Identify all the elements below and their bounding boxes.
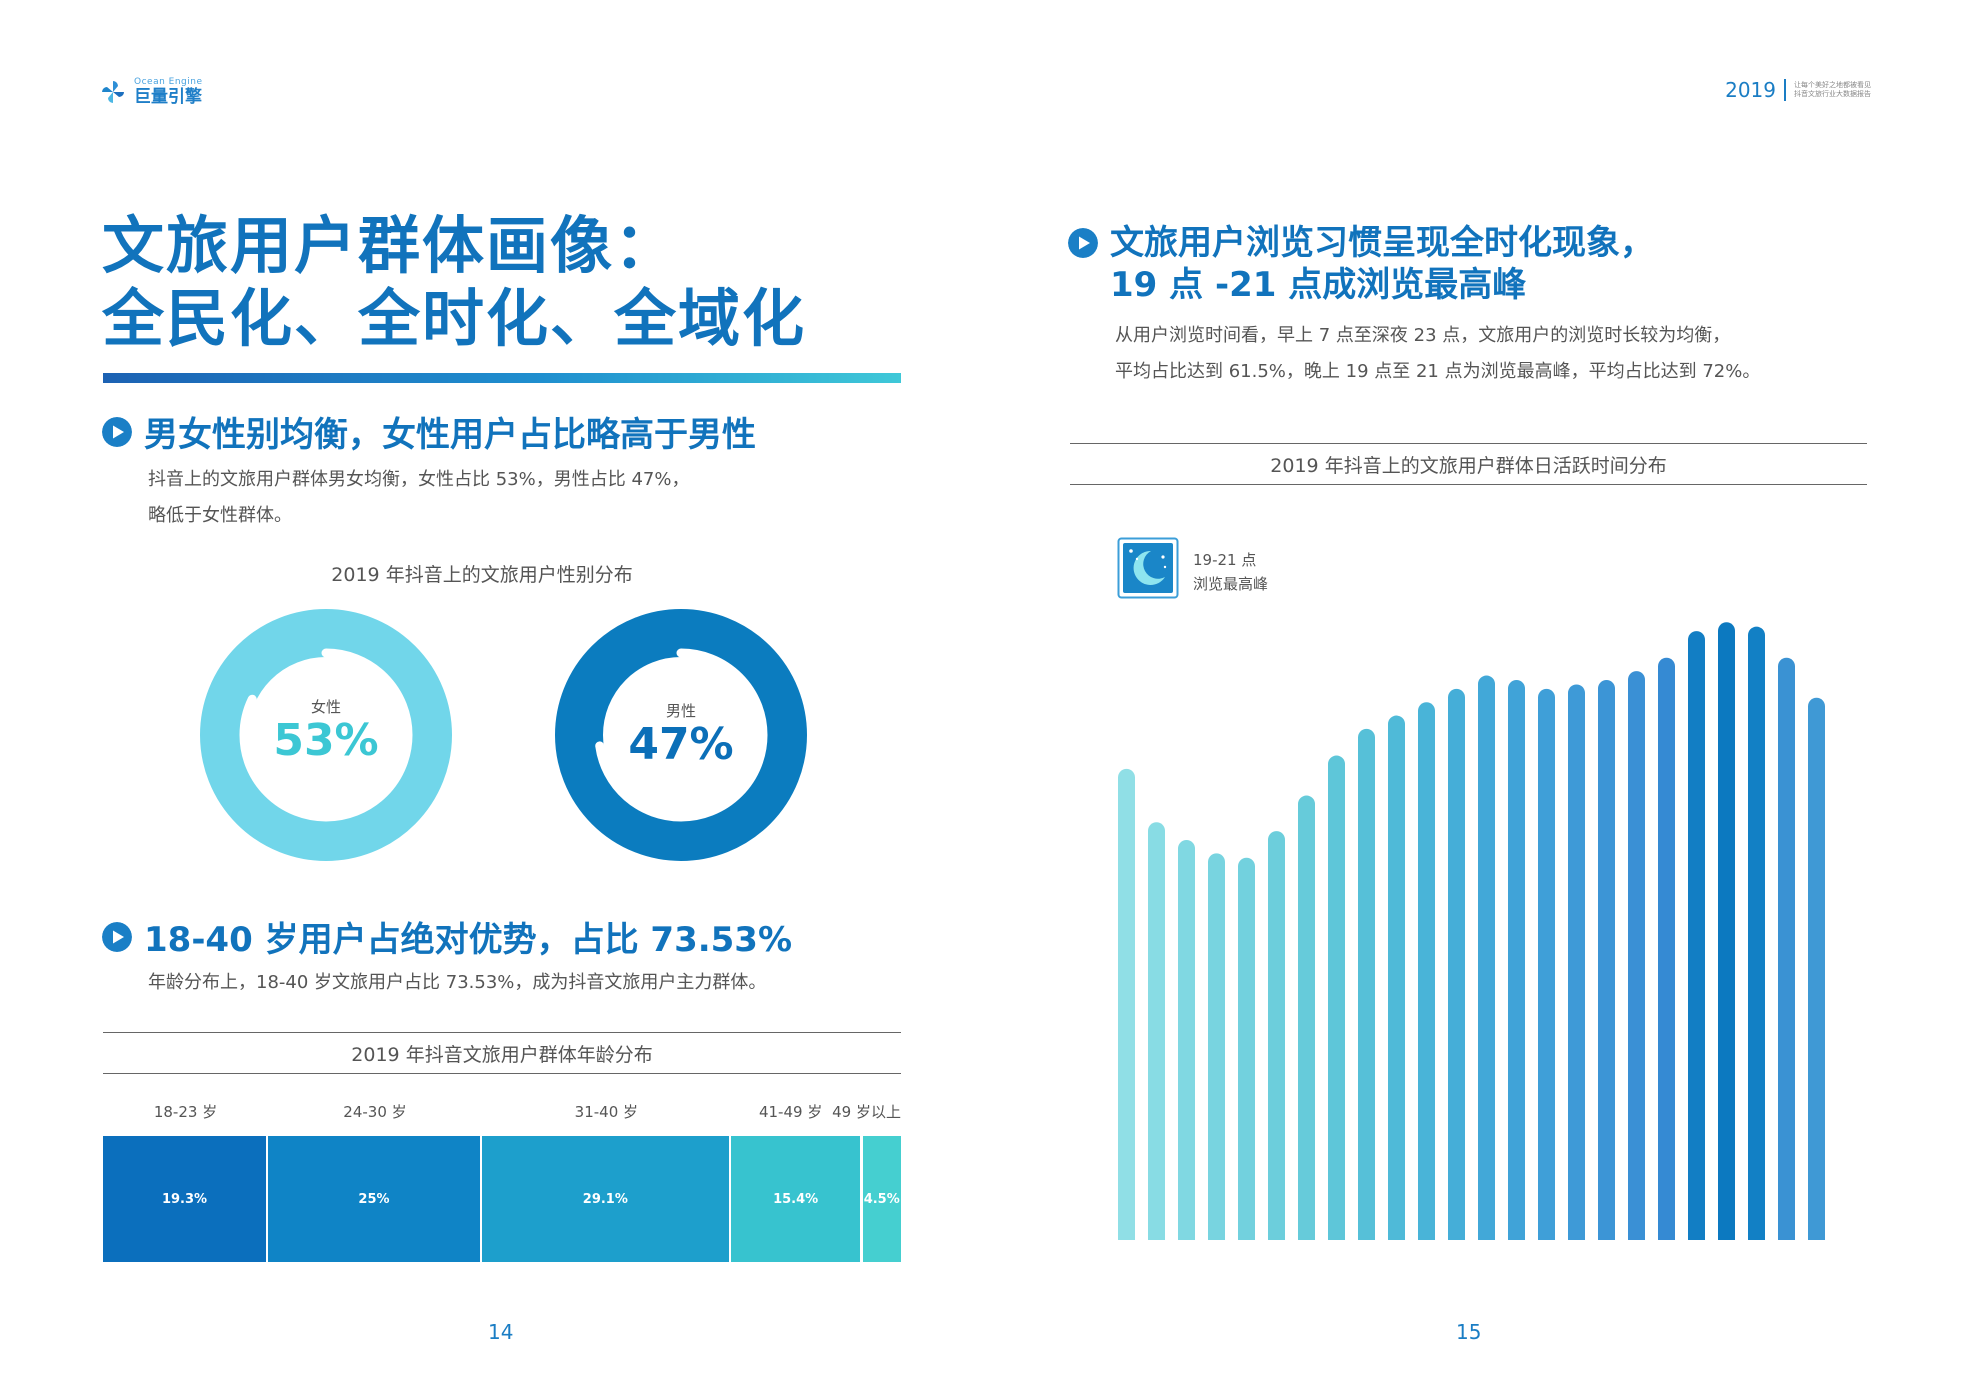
header-year: 2019: [1725, 78, 1776, 102]
page-title-line2: 全民化、全时化、全域化: [102, 281, 807, 355]
age-value-label: 15.4%: [773, 1191, 819, 1207]
time-chart-title: 2019 年抖音上的文旅用户群体日活跃时间分布: [1270, 455, 1667, 477]
activity-bar: [1388, 715, 1405, 1240]
age-value-label: 25%: [358, 1191, 390, 1207]
age-chart-title: 2019 年抖音文旅用户群体年龄分布: [351, 1044, 653, 1066]
gender-paragraph-line1: 抖音上的文旅用户群体男女均衡，女性占比 53%，男性占比 47%，: [148, 469, 690, 490]
activity-bar: [1688, 631, 1705, 1240]
female-value: 53%: [273, 715, 379, 766]
age-segment: 15.4%: [730, 1136, 861, 1262]
activity-bar: [1358, 728, 1375, 1240]
activity-bar: [1568, 684, 1585, 1240]
browsing-heading-line1: 文旅用户浏览习惯呈现全时化现象，: [1110, 223, 1654, 263]
age-category-label: 24-30 岁: [343, 1103, 407, 1121]
age-category-label: 49 岁以上: [832, 1103, 901, 1121]
activity-bar: [1778, 657, 1795, 1240]
page-title: 文旅用户群体画像： 全民化、全时化、全域化: [102, 209, 862, 355]
activity-bar: [1808, 697, 1825, 1240]
activity-bar: [1748, 626, 1765, 1240]
activity-bar: [1538, 688, 1555, 1240]
activity-bar: [1508, 680, 1525, 1240]
age-category-label: 41-49 岁: [758, 1103, 823, 1121]
male-donut-ring: [555, 609, 807, 861]
age-segment: 4.5%: [862, 1136, 901, 1262]
activity-bar: [1598, 680, 1615, 1240]
activity-bar: [1268, 831, 1285, 1240]
activity-bar: [1178, 840, 1195, 1240]
activity-bar: [1328, 755, 1345, 1240]
title-underline: [103, 373, 901, 383]
age-chart-bottom-rule: [103, 1073, 901, 1074]
male-value: 47%: [628, 719, 734, 770]
age-segment: 19.3%: [103, 1136, 267, 1262]
browsing-section-heading: 文旅用户浏览习惯呈现全时化现象， 19 点 -21 点成浏览最高峰: [1068, 222, 1654, 306]
female-label: 女性: [310, 698, 341, 716]
time-chart-top-rule: [1070, 443, 1867, 444]
time-chart-bottom-rule: [1070, 484, 1867, 485]
age-section-heading: 18-40 岁用户占绝对优势，占比 73.53%: [102, 912, 792, 961]
page-title-line1: 文旅用户群体画像：: [102, 209, 679, 282]
browsing-paragraph-line2: 平均占比达到 61.5%，晚上 19 点至 21 点为浏览最高峰，平均占比达到 …: [1115, 361, 1761, 382]
gender-heading-text: 男女性别均衡，女性用户占比略高于男性: [144, 415, 756, 455]
play-icon: [102, 416, 132, 447]
logo: Ocean Engine 巨量引擎: [100, 78, 203, 106]
male-donut-chart: [555, 609, 807, 861]
browsing-paragraph: 从用户浏览时间看，早上 7 点至深夜 23 点，文旅用户的浏览时长较为均衡， 平…: [1115, 318, 1760, 390]
female-donut-ring: [200, 609, 452, 861]
page-number-left: 14: [488, 1320, 514, 1344]
age-segment: 25%: [268, 1136, 480, 1262]
gender-paragraph: 抖音上的文旅用户群体男女均衡，女性占比 53%，男性占比 47%， 略低于女性群…: [148, 462, 689, 534]
activity-bar: [1478, 675, 1495, 1240]
header-subtitle: 让每个美好之地都被看见 抖音文旅行业大数据报告: [1794, 81, 1871, 100]
gender-section-heading: 男女性别均衡，女性用户占比略高于男性: [102, 407, 756, 456]
peak-annotation: 19-21 点 浏览最高峰: [1193, 548, 1268, 596]
page-number-right: 15: [1456, 1320, 1482, 1344]
female-donut-arc: [239, 648, 413, 822]
peak-annotation-line1: 19-21 点: [1193, 551, 1257, 569]
gender-chart-title: 2019 年抖音上的文旅用户性别分布: [331, 564, 633, 586]
activity-bar: [1448, 688, 1465, 1240]
activity-bar: [1418, 702, 1435, 1240]
peak-annotation-line2: 浏览最高峰: [1193, 575, 1269, 593]
activity-bar: [1298, 795, 1315, 1240]
age-category-label: 31-40 岁: [574, 1103, 639, 1121]
gender-paragraph-line2: 略低于女性群体。: [148, 505, 292, 526]
age-paragraph: 年龄分布上，18-40 岁文旅用户占比 73.53%，成为抖音文旅用户主力群体。: [148, 972, 767, 993]
daily-activity-chart: [1118, 622, 1825, 1240]
play-icon: [102, 921, 132, 952]
activity-bar: [1658, 657, 1675, 1240]
age-heading-text: 18-40 岁用户占绝对优势，占比 73.53%: [144, 920, 793, 960]
age-chart-top-rule: [103, 1032, 901, 1033]
age-value-label: 29.1%: [582, 1191, 628, 1207]
header-subtitle-line1: 让每个美好之地都被看见: [1794, 80, 1871, 89]
age-category-label: 18-23 岁: [153, 1103, 218, 1121]
logo-chinese-name: 巨量引擎: [134, 87, 202, 107]
age-segment: 29.1%: [481, 1136, 729, 1262]
male-label: 男性: [665, 702, 696, 720]
age-value-label: 4.5%: [863, 1191, 900, 1207]
activity-bar: [1148, 822, 1165, 1240]
logo-english-name: Ocean Engine: [134, 77, 203, 87]
age-value-label: 19.3%: [161, 1191, 208, 1207]
pinwheel-icon: [102, 81, 124, 103]
header-divider: [1784, 79, 1786, 101]
activity-bar: [1238, 857, 1255, 1240]
report-header: 2019 让每个美好之地都被看见 抖音文旅行业大数据报告: [1725, 78, 1871, 102]
header-subtitle-line2: 抖音文旅行业大数据报告: [1794, 90, 1871, 98]
male-donut-label: 男性 47%: [581, 700, 781, 769]
activity-bar: [1628, 671, 1645, 1240]
male-donut-arc: [594, 648, 768, 822]
activity-bar: [1208, 853, 1225, 1240]
browsing-paragraph-line1: 从用户浏览时间看，早上 7 点至深夜 23 点，文旅用户的浏览时长较为均衡，: [1115, 325, 1731, 346]
activity-bar: [1118, 768, 1135, 1240]
female-donut-label: 女性 53%: [226, 696, 426, 765]
browsing-heading-line2: 19 点 -21 点成浏览最高峰: [1110, 265, 1527, 305]
activity-bar: [1718, 622, 1735, 1240]
moon-icon: [1117, 537, 1179, 599]
play-icon: [1068, 228, 1098, 258]
female-donut-chart: [200, 609, 452, 861]
